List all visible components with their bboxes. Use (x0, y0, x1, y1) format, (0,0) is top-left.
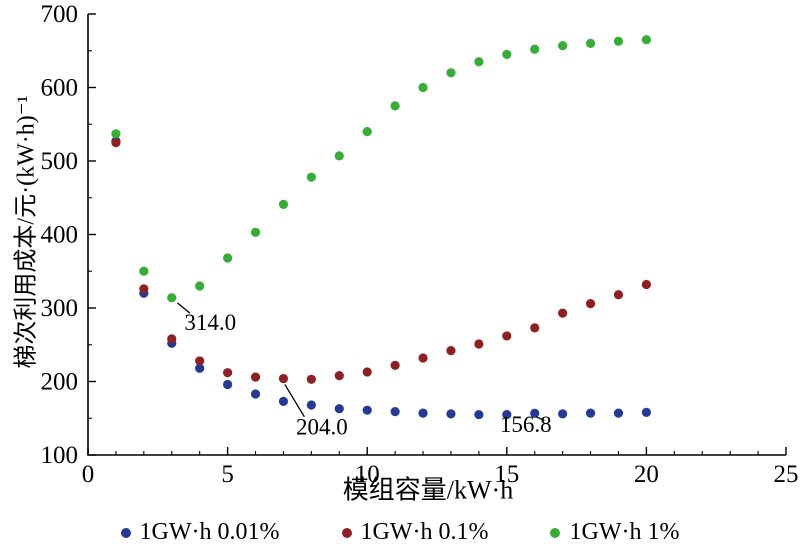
annotation-label: 156.8 (500, 412, 552, 437)
data-point (111, 138, 121, 148)
data-point (446, 346, 456, 356)
data-point (334, 151, 344, 161)
svg-text:300: 300 (41, 295, 79, 322)
data-point (558, 308, 568, 318)
data-point (306, 374, 316, 384)
legend-item-0-01pct: 1GW·h 0.01% (120, 519, 280, 546)
data-point (306, 400, 316, 410)
data-point (167, 293, 177, 303)
data-point (474, 409, 484, 420)
data-point (585, 38, 596, 49)
annotation-label: 204.0 (296, 414, 348, 439)
data-point (613, 290, 624, 300)
legend-dot-green-icon (550, 527, 561, 538)
data-point (530, 408, 540, 418)
legend-label-0-01pct: 1GW·h 0.01% (139, 519, 280, 545)
data-point (390, 360, 400, 370)
data-point (195, 356, 205, 366)
legend-label-1pct: 1GW·h 1% (569, 519, 680, 545)
svg-text:700: 700 (41, 1, 79, 28)
data-point (362, 367, 372, 377)
y-axis-title: 梯次利用成本/元·(kW·h)⁻¹ (13, 95, 40, 369)
legend-dot-blue-icon (120, 527, 131, 538)
data-point (585, 298, 596, 309)
svg-text:600: 600 (41, 75, 79, 102)
data-point (334, 404, 344, 414)
data-point (167, 334, 177, 344)
data-point (278, 199, 289, 209)
svg-text:20: 20 (634, 461, 659, 488)
data-point (502, 409, 512, 420)
data-point (418, 353, 428, 363)
data-point (474, 339, 484, 349)
data-point (278, 396, 289, 406)
data-point (418, 82, 428, 93)
svg-text:100: 100 (41, 442, 79, 469)
data-point (195, 363, 205, 373)
data-point (390, 407, 400, 417)
data-point (641, 279, 652, 290)
data-point (446, 409, 456, 419)
data-point (195, 281, 205, 291)
data-point (334, 371, 344, 381)
data-point (139, 266, 149, 276)
svg-text:25: 25 (774, 461, 799, 488)
x-axis-title: 模组容量/kW·h (342, 475, 514, 505)
data-point (223, 253, 233, 263)
data-point (250, 372, 261, 382)
legend-item-0-1pct: 1GW·h 0.1% (341, 519, 489, 546)
svg-text:400: 400 (41, 222, 79, 249)
data-point (250, 389, 261, 399)
legend-label-0-1pct: 1GW·h 0.1% (360, 519, 489, 545)
data-point (613, 408, 624, 418)
data-point (418, 408, 428, 418)
data-point (641, 35, 652, 45)
data-point (446, 68, 456, 78)
legend-item-1pct: 1GW·h 1% (550, 519, 679, 546)
data-point (613, 36, 624, 46)
data-point (250, 227, 261, 237)
svg-text:5: 5 (221, 461, 234, 488)
data-point (641, 407, 652, 417)
data-point (390, 101, 400, 111)
data-point (139, 284, 149, 294)
data-point (223, 379, 233, 390)
svg-text:200: 200 (41, 369, 79, 396)
data-point (474, 57, 484, 67)
data-point (558, 41, 568, 51)
svg-text:10: 10 (355, 461, 380, 488)
data-point (223, 368, 233, 378)
data-point (362, 405, 372, 415)
svg-text:0: 0 (82, 461, 95, 488)
data-point (306, 172, 316, 182)
svg-text:500: 500 (41, 148, 79, 175)
data-point (502, 331, 512, 341)
data-point (111, 129, 121, 139)
data-point (278, 373, 289, 384)
legend-dot-red-icon (341, 527, 352, 538)
annotation-label: 314.0 (184, 310, 236, 335)
chart-legend: 1GW·h 0.01% 1GW·h 0.1% 1GW·h 1% (0, 519, 800, 546)
data-point (530, 44, 540, 54)
data-point (530, 323, 540, 333)
data-point (502, 49, 512, 60)
data-point (558, 409, 568, 419)
data-point (362, 127, 372, 137)
data-point (585, 408, 596, 418)
svg-text:15: 15 (494, 461, 519, 488)
